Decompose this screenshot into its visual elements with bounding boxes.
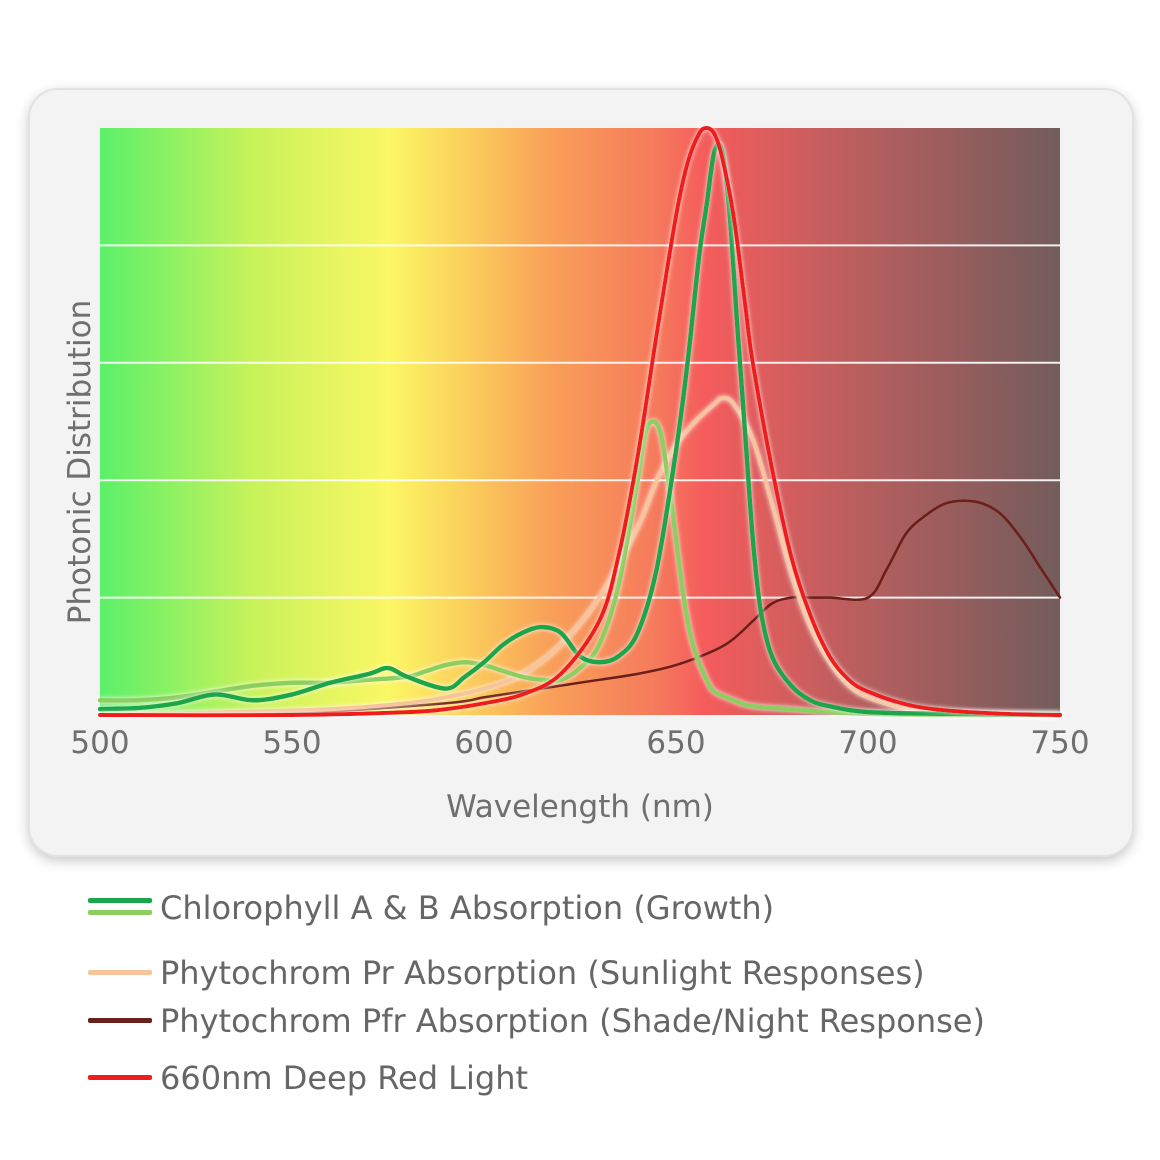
plot-background — [100, 128, 1060, 715]
legend-label-pr: Phytochrom Pr Absorption (Sunlight Respo… — [160, 954, 925, 992]
series-line-chl_a — [97, 141, 1063, 718]
legend-swatch-chlorophyll-b — [88, 910, 152, 915]
series-layer — [97, 126, 1063, 718]
x-tick-label: 550 — [262, 725, 321, 761]
series-line-pr — [98, 395, 1062, 717]
x-tick-label: 600 — [454, 725, 513, 761]
x-ticks: 500 550 600 650 700 750 — [70, 725, 1089, 761]
legend-swatch-pr — [88, 953, 152, 993]
legend-label-red: 660nm Deep Red Light — [160, 1059, 529, 1097]
grid — [100, 244, 1060, 599]
legend-swatch-chlorophyll — [88, 888, 152, 928]
chart-card: 500 550 600 650 700 750 Wavelength (nm) Photo… — [30, 90, 1132, 855]
legend-item-chlorophyll: Chlorophyll A & B Absorption (Growth) — [88, 888, 774, 928]
x-axis-label: Wavelength (nm) — [446, 789, 714, 825]
series-line-pfr — [98, 499, 1062, 717]
chart: 500 550 600 650 700 750 Wavelength (nm) Photo… — [62, 126, 1090, 825]
legend-item-red: 660nm Deep Red Light — [88, 1058, 528, 1098]
x-tick-label: 700 — [838, 725, 897, 761]
series-line-red — [98, 126, 1062, 718]
legend-swatch-pfr — [88, 1001, 152, 1041]
legend-swatch-red — [88, 1058, 152, 1098]
legend-label-pfr: Phytochrom Pfr Absorption (Shade/Night R… — [160, 1002, 985, 1040]
y-axis-label: Photonic Distribution — [62, 300, 98, 624]
x-tick-label: 650 — [646, 725, 705, 761]
x-tick-label: 750 — [1030, 725, 1089, 761]
legend-swatch-chlorophyll-a — [88, 898, 152, 903]
x-tick-label: 500 — [70, 725, 129, 761]
legend-item-pfr: Phytochrom Pfr Absorption (Shade/Night R… — [88, 1001, 985, 1041]
legend-label-chlorophyll: Chlorophyll A & B Absorption (Growth) — [160, 889, 775, 927]
legend-item-pr: Phytochrom Pr Absorption (Sunlight Respo… — [88, 953, 925, 993]
